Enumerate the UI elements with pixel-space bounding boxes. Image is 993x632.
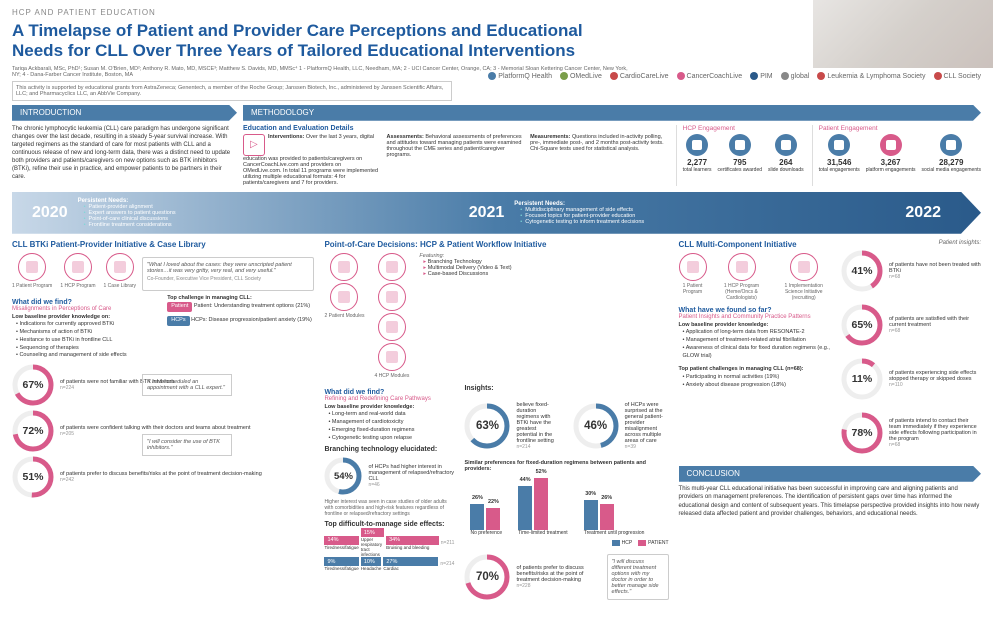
logo-cancercoachlive: CancerCoachLive [677, 72, 743, 80]
timeline-arrow: 2020Persistent Needs:Patient-provider al… [12, 192, 981, 234]
col2-bottom-donut: 70%of patients prefer to discuss benefit… [464, 550, 596, 604]
col1-header: CLL BTKi Patient-Provider Initiative & C… [12, 240, 314, 249]
col1-quote1: "What I loved about the cases: they were… [142, 257, 314, 291]
logo-cll-society: CLL Society [934, 72, 981, 80]
conclusion-text: This multi-year CLL educational initiati… [679, 485, 981, 519]
col1-quote3: "I will consider the use of BTK inhibito… [142, 434, 232, 456]
title: A Timelapse of Patient and Provider Care… [12, 21, 632, 62]
col2-branch-note: Higher interest was seen in case studies… [324, 499, 454, 517]
col1-challenges: Top challenge in managing CLL: Patient P… [167, 295, 314, 360]
logo-pim: PIM [750, 72, 772, 80]
col2-programs-hcp: 4 HCP Modules [374, 253, 409, 379]
column-2021: Point-of-Care Decisions: HCP & Patient W… [324, 240, 668, 604]
logo-global: global [781, 72, 810, 80]
logo-cardiocarelive: CardioCareLive [610, 72, 669, 80]
column-2020: CLL BTKi Patient-Provider Initiative & C… [12, 240, 314, 604]
col2-featuring: Featuring: Branching TechnologyMultimoda… [419, 253, 511, 277]
method-interventions: Interventions: Over the last 3 years, di… [243, 134, 379, 186]
logo-omedlive: OMedLive [560, 72, 602, 80]
col1-baseline: Low baseline provider knowledge on: • In… [12, 314, 159, 360]
col2-programs-pt: 2 Patient Modules [324, 253, 364, 319]
method-measurements: Measurements: Questions included in-acti… [530, 134, 666, 186]
methodology-section: METHODOLOGY Education and Evaluation Det… [243, 105, 981, 186]
conclusion-header: CONCLUSION [679, 466, 981, 482]
conclusion-section: CONCLUSION This multi-year CLL education… [679, 466, 981, 519]
col3-baseline: Low baseline provider knowledge: • Appli… [679, 322, 831, 360]
col1-quote2: "I have scheduled an appointment with a … [142, 374, 232, 396]
disclaimer: This activity is supported by educationa… [12, 81, 452, 101]
method-header: METHODOLOGY [243, 105, 981, 121]
col3-programs: 1 Patient Program1 HCP Program (Heme/Onc… [679, 253, 831, 301]
col3-find-hdr: What have we found so far? [679, 307, 831, 314]
introduction-section: INTRODUCTION The chronic lymphocytic leu… [12, 105, 237, 186]
col1-find-hdr: What did we find? [12, 299, 159, 306]
col3-donuts: 41%of patients have not been treated wit… [841, 246, 981, 458]
intro-text: The chronic lymphocytic leukemia (CLL) c… [12, 125, 237, 182]
col2-insight-donuts: 63%believe fixed-duration regimens with … [464, 398, 668, 454]
col1-find-sub: Misalignments in Perceptions of Care [12, 306, 159, 312]
col2-insights-hdr: Insights: [464, 385, 668, 392]
col2-sideeffects-bars: 14%Tiredness/fatigue15%Upper respiratory… [324, 528, 454, 571]
method-subheader: Education and Evaluation Details [243, 125, 666, 132]
col2-baseline: Low baseline provider knowledge: • Long-… [324, 404, 454, 442]
method-assessments: Assessments: Behavioral assessments of p… [387, 134, 523, 186]
col3-find-sub: Patient Insights and Community Practice … [679, 314, 831, 320]
col2-branch-hdr: Branching technology elucidated: [324, 446, 454, 453]
engagement-metrics: HCP Engagement2,277total learners795cert… [676, 125, 981, 186]
col2-find-hdr: What did we find? [324, 389, 454, 396]
col2-find-sub: Refining and Redefining Care Pathways [324, 396, 454, 402]
col2-branch-donut: 54%of HCPs had higher interest in manage… [324, 457, 454, 495]
col2-header: Point-of-Care Decisions: HCP & Patient W… [324, 240, 668, 249]
col1-programs: 1 Patient Program1 HCP Program1 Case Lib… [12, 253, 136, 289]
col2-similar-hdr: Similar preferences for fixed-duration r… [464, 460, 668, 472]
sponsor-logos: PlatformQ Health OMedLive CardioCareLive Ca… [488, 72, 981, 80]
col2-vbar-chart: 26%22%No preference44%52%Time-limited tr… [464, 476, 668, 546]
col2-sideeffects-hdr: Top difficult-to-manage side effects: [324, 521, 454, 528]
video-icon [243, 134, 265, 156]
col3-challenges: Top patient challenges in managing CLL (… [679, 366, 831, 389]
col3-header: CLL Multi-Component Initiative [679, 240, 831, 249]
logo-leukemia-&-lymphoma-society: Leukemia & Lymphoma Society [817, 72, 925, 80]
col2-quote: "I will discuss different treatment opti… [607, 554, 669, 600]
column-2022: CLL Multi-Component Initiative 1 Patient… [679, 240, 981, 604]
intro-header: INTRODUCTION [12, 105, 237, 121]
header-photo [813, 0, 993, 68]
logo-platformq-health: PlatformQ Health [488, 72, 552, 80]
